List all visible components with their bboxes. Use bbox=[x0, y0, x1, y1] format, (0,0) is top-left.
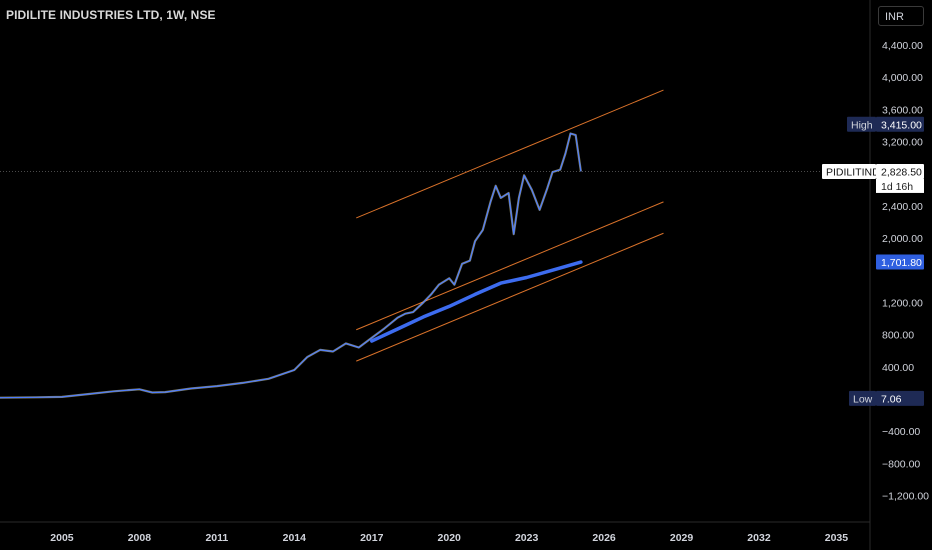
x-tick-label: 2005 bbox=[50, 532, 74, 544]
last-price-badge-countdown: 1d 16h bbox=[881, 181, 913, 193]
channel-line[interactable] bbox=[356, 201, 664, 331]
x-tick-label: 2011 bbox=[205, 532, 228, 544]
x-tick-label: 2017 bbox=[360, 532, 384, 544]
last-price-badge-label: PIDILITIND bbox=[826, 166, 880, 178]
x-tick-label: 2032 bbox=[747, 532, 771, 544]
y-tick-label: 2,400.00 bbox=[882, 201, 923, 213]
channel-line[interactable] bbox=[356, 232, 664, 362]
y-tick-label: 4,000.00 bbox=[882, 72, 923, 84]
x-tick-label: 2029 bbox=[670, 532, 694, 544]
high-badge-label-bg bbox=[847, 116, 876, 132]
high-badge-value: 3,415.00 bbox=[881, 119, 922, 131]
y-tick-label: 400.00 bbox=[882, 362, 914, 374]
high-badge: High 3,415.00 bbox=[847, 116, 924, 132]
last-price-badge-countdown-bg bbox=[876, 178, 924, 193]
x-tick-label: 2035 bbox=[825, 532, 849, 544]
last-price-badge: PIDILITIND 2,828.50 1d 16h bbox=[822, 163, 924, 193]
x-tick-label: 2026 bbox=[592, 532, 616, 544]
y-tick-label: −1,200.00 bbox=[882, 490, 929, 502]
y-tick-label: 2,000.00 bbox=[882, 233, 923, 245]
low-badge: Low 7.06 bbox=[849, 390, 924, 406]
low-badge-label: Low bbox=[853, 393, 873, 405]
y-tick-label: 4,400.00 bbox=[882, 40, 923, 52]
low-badge-value-bg bbox=[876, 390, 924, 406]
moving-average-line bbox=[370, 260, 583, 343]
price-series-wick bbox=[0, 132, 582, 399]
ma-badge-value: 1,701.80 bbox=[881, 257, 922, 269]
y-tick-label: −800.00 bbox=[882, 458, 920, 470]
last-price-badge-value-bg bbox=[876, 163, 924, 179]
x-tick-label: 2020 bbox=[438, 532, 462, 544]
y-tick-label: 3,600.00 bbox=[882, 104, 923, 116]
high-badge-value-bg bbox=[876, 116, 924, 132]
last-price-badge-value: 2,828.50 bbox=[881, 166, 922, 178]
x-tick-label: 2014 bbox=[283, 532, 307, 544]
low-badge-value: 7.06 bbox=[881, 393, 902, 405]
y-tick-label: 3,200.00 bbox=[882, 137, 923, 149]
x-tick-label: 2008 bbox=[128, 532, 152, 544]
y-tick-label: 800.00 bbox=[882, 330, 914, 342]
currency-button[interactable]: INR bbox=[878, 6, 924, 26]
y-tick-label: −400.00 bbox=[882, 426, 920, 438]
ma-badge: 1,701.80 bbox=[876, 254, 924, 270]
channel-line[interactable] bbox=[356, 89, 664, 219]
chart-title: PIDILITE INDUSTRIES LTD, 1W, NSE bbox=[6, 8, 216, 22]
x-tick-label: 2023 bbox=[515, 532, 539, 544]
price-series-line bbox=[0, 132, 582, 399]
last-price-badge-label-bg bbox=[822, 163, 876, 179]
low-badge-label-bg bbox=[849, 390, 876, 406]
high-badge-label: High bbox=[851, 119, 873, 131]
y-tick-label: 1,200.00 bbox=[882, 297, 923, 309]
ma-badge-value-bg bbox=[876, 254, 924, 270]
